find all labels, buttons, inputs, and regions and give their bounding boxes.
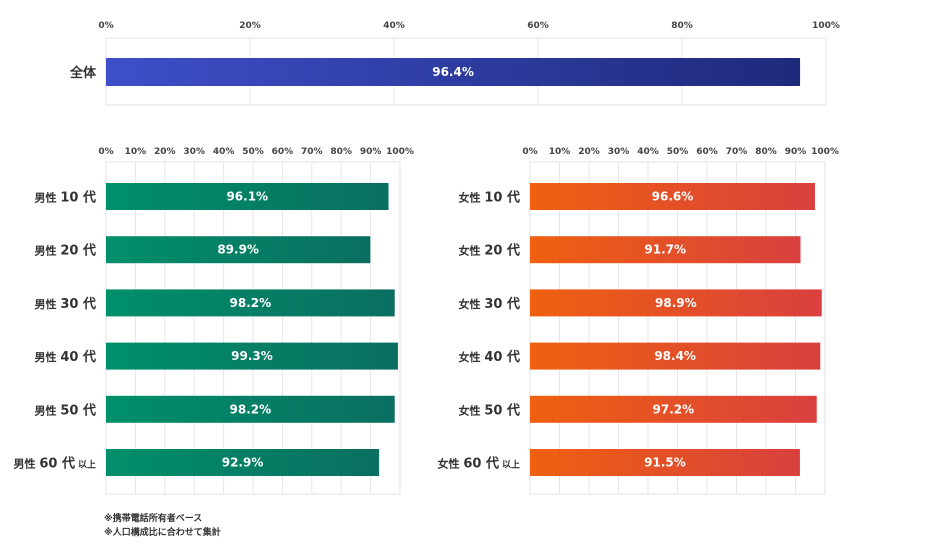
bar bbox=[530, 183, 815, 210]
x-tick-label: 50% bbox=[242, 147, 264, 157]
bar bbox=[530, 236, 801, 264]
bar bbox=[530, 395, 817, 423]
x-tick-label: 60% bbox=[272, 147, 294, 157]
x-tick-label: 90% bbox=[785, 147, 807, 157]
chart-overall: 0% 20% 40% 60% 80% 100% 96.4% 全体 bbox=[69, 21, 840, 106]
bar-value-label: 98.4% bbox=[654, 349, 696, 363]
footnote-base: ※携帯電話所有者ベース bbox=[104, 514, 203, 524]
x-tick-label: 60% bbox=[696, 147, 718, 157]
category-label: 女性 60 代以上 bbox=[438, 456, 520, 472]
bar-value-label: 96.1% bbox=[226, 190, 268, 204]
x-tick-label: 40% bbox=[213, 147, 235, 157]
x-tick-label: 0% bbox=[98, 147, 113, 157]
bar-value-label: 99.3% bbox=[231, 349, 273, 363]
x-tick-label: 70% bbox=[301, 147, 323, 157]
bar bbox=[106, 289, 395, 317]
bar bbox=[106, 342, 398, 370]
bar-value-label: 96.4% bbox=[432, 65, 474, 79]
bar bbox=[530, 289, 822, 317]
category-label: 男性 60 代以上 bbox=[14, 456, 96, 472]
x-tick-label: 60% bbox=[527, 21, 549, 31]
footnotes: ※携帯電話所有者ベース ※人口構成比に合わせて集計 bbox=[104, 512, 221, 540]
chart-male: 0% 10% 20% 30% 40% 50% 60% 70% 80% 90% 100% 96.1% 男性… bbox=[14, 147, 414, 495]
bar bbox=[106, 236, 371, 264]
category-label: 男性 10 代 bbox=[35, 190, 96, 206]
bar-value-label: 92.9% bbox=[222, 456, 264, 470]
x-tick-label: 40% bbox=[383, 21, 405, 31]
bar bbox=[530, 342, 821, 370]
chart-female: 0% 10% 20% 30% 40% 50% 60% 70% 80% 90% 100% 96.6% 女性… bbox=[438, 147, 839, 495]
x-tick-label: 100% bbox=[811, 147, 839, 157]
category-label: 全体 bbox=[69, 65, 97, 81]
category-label: 男性 30 代 bbox=[35, 296, 96, 312]
x-tick-label: 80% bbox=[755, 147, 777, 157]
category-label: 女性 20 代 bbox=[459, 243, 520, 259]
x-tick-label: 100% bbox=[386, 147, 414, 157]
x-tick-label: 70% bbox=[726, 147, 748, 157]
category-label: 女性 10 代 bbox=[459, 190, 520, 206]
bar-value-label: 98.2% bbox=[230, 402, 272, 416]
x-tick-label: 30% bbox=[183, 147, 205, 157]
bar-value-label: 89.9% bbox=[217, 243, 259, 257]
category-label: 男性 40 代 bbox=[35, 349, 96, 365]
bar bbox=[106, 395, 395, 423]
category-label: 女性 50 代 bbox=[459, 402, 520, 418]
x-tick-label: 90% bbox=[360, 147, 382, 157]
x-tick-label: 10% bbox=[125, 147, 147, 157]
bar-value-label: 91.7% bbox=[644, 243, 686, 257]
category-label: 男性 50 代 bbox=[35, 402, 96, 418]
x-tick-label: 100% bbox=[812, 21, 840, 31]
x-tick-label: 30% bbox=[608, 147, 630, 157]
bar bbox=[106, 449, 380, 476]
x-tick-label: 20% bbox=[239, 21, 261, 31]
x-tick-label: 20% bbox=[154, 147, 176, 157]
x-tick-label: 50% bbox=[667, 147, 689, 157]
x-tick-label: 0% bbox=[98, 21, 113, 31]
bar bbox=[106, 183, 389, 210]
x-tick-label: 40% bbox=[637, 147, 659, 157]
category-label: 男性 20 代 bbox=[35, 243, 96, 259]
category-label: 女性 40 代 bbox=[459, 349, 520, 365]
bar-value-label: 97.2% bbox=[653, 402, 695, 416]
bar bbox=[106, 58, 801, 86]
plot-frame bbox=[105, 161, 401, 495]
plot-frame bbox=[529, 161, 826, 495]
x-tick-label: 20% bbox=[578, 147, 600, 157]
category-label: 女性 30 代 bbox=[459, 296, 520, 312]
bar-value-label: 91.5% bbox=[644, 456, 686, 470]
bar-value-label: 98.2% bbox=[230, 296, 272, 310]
x-tick-label: 10% bbox=[549, 147, 571, 157]
bar-value-label: 96.6% bbox=[652, 190, 694, 204]
x-tick-label: 0% bbox=[522, 147, 537, 157]
x-tick-label: 80% bbox=[330, 147, 352, 157]
bar bbox=[530, 449, 800, 476]
bar-value-label: 98.9% bbox=[655, 296, 697, 310]
x-tick-label: 80% bbox=[671, 21, 693, 31]
footnote-weighting: ※人口構成比に合わせて集計 bbox=[104, 528, 221, 538]
